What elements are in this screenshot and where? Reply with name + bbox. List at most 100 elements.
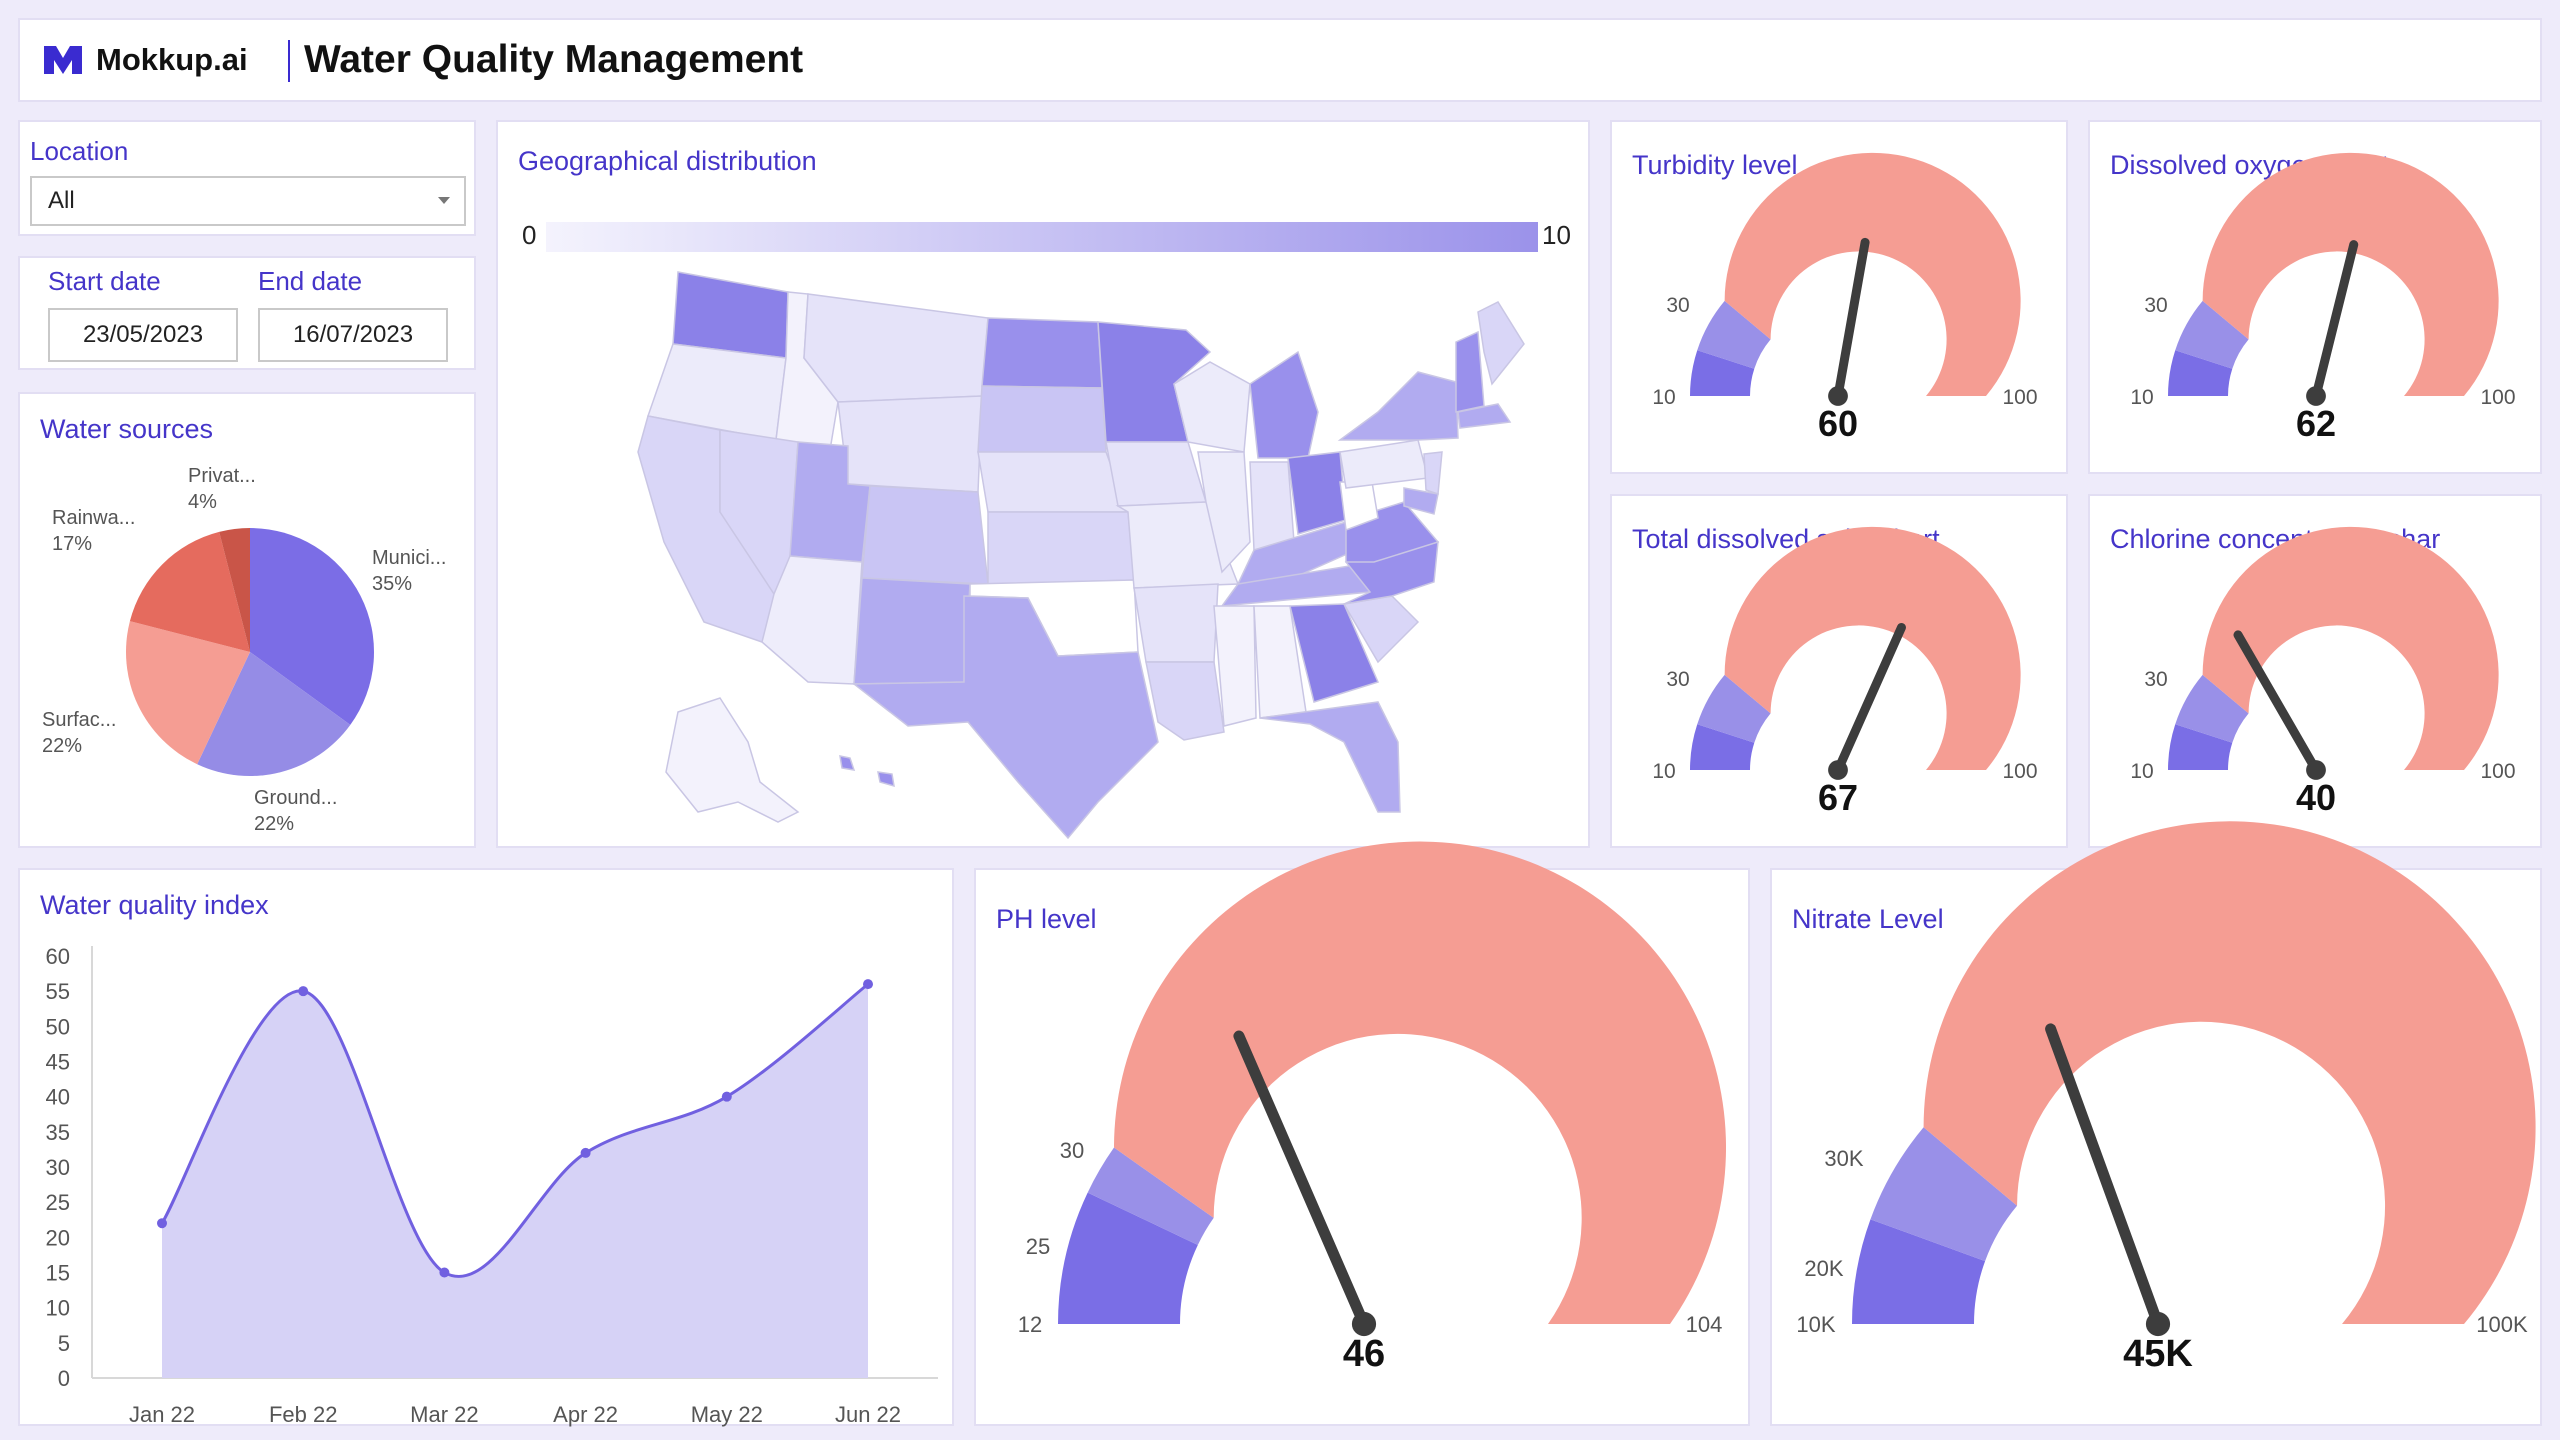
pie-slice-label: Rainwa... [52,507,135,529]
pie-slice-pct: 22% [254,813,294,835]
geo-panel: Geographical distribution 0 10 [496,120,1590,848]
header-bar: Mokkup.ai Water Quality Management [18,18,2542,102]
gauge-band-0 [1852,1219,1986,1324]
gauge-tick-label: 10 [1652,760,1675,783]
gauge-needle-hub [2306,386,2326,406]
x-tick-label: Jan 22 [129,1402,195,1427]
gauge-panel-turbidity: Turbidity level 10 30 100 60 [1610,120,2068,474]
geo-scale-min: 0 [522,220,537,250]
pie-slice-pct: 35% [372,573,412,595]
gauge-tick-label: 30 [1060,1138,1084,1163]
water-sources-pie-chart: Munici... 35% Ground... 22% Surfac... 22% Rain… [42,465,446,835]
pie-slice-label: Privat... [188,465,256,487]
pie-slice[interactable] [129,531,250,652]
gauge-tick-label: 100 [2480,386,2515,409]
brand-name: Mokkup.ai [96,42,248,77]
gauge-band-0 [1058,1192,1198,1324]
gauge-tick-label: 10 [2130,760,2153,783]
turbidity-gauge: 10 30 100 60 [1652,152,2038,444]
gauge-tick-label: 100 [2002,760,2037,783]
data-point[interactable] [721,1091,732,1102]
area-fill [162,984,868,1378]
water-sources-title: Water sources [40,414,214,444]
map-state-vt-nh [1455,330,1485,413]
page-title: Water Quality Management [304,38,804,81]
map-state-ak [665,697,800,823]
map-state-ma [1457,403,1512,429]
map-state-nm [853,577,971,685]
map-state-ga [1289,603,1380,703]
start-date-input[interactable]: 23/05/2023 [48,308,238,362]
data-point[interactable] [298,986,309,997]
gauge-value-label: 46 [1343,1333,1385,1375]
start-date-value: 23/05/2023 [82,321,204,348]
end-date-label: End date [258,266,363,296]
map-state-ny [1337,371,1459,441]
us-choropleth-map [637,271,1525,840]
gauge-tick-label: 30K [1824,1146,1863,1171]
map-state-wy [837,395,983,493]
geo-title: Geographical distribution [518,146,817,176]
map-state-ar [1133,583,1219,663]
nitrate-panel: Nitrate Level 10K 20K 30K 100K 45K [1770,821,2542,1426]
gauge-band-1 [2175,674,2249,743]
map-state-la [1145,661,1225,741]
map-state-wa [672,271,789,359]
gauge-needle-hub [1828,386,1848,406]
x-tick-label: Jun 22 [835,1402,901,1427]
date-filter-panel: Start date 23/05/2023 End date 16/07/202… [18,256,476,370]
pie-slice-label: Surfac... [42,709,116,731]
gauge-band-0 [2168,724,2233,770]
gauge-tick-label: 104 [1686,1312,1723,1337]
data-point[interactable] [439,1267,450,1278]
gauge-tick-label: 20K [1804,1256,1843,1281]
chevron-down-icon [438,197,450,204]
gauge-band-1 [1087,1147,1214,1245]
gauge-band-2 [1114,841,1727,1324]
gauge-needle [2045,1023,2164,1330]
data-point[interactable] [863,979,873,990]
map-state-mi [1249,350,1319,459]
map-state-nj [1423,451,1443,496]
water-sources-panel: Water sources Munici... 35% Ground... 22% Su… [18,392,476,848]
location-select[interactable]: All [30,176,466,226]
gauge-band-1 [2175,300,2249,369]
y-tick-label: 0 [58,1366,70,1391]
map-state-sd [977,385,1107,453]
y-tick-label: 10 [46,1296,70,1321]
pie-slice[interactable] [126,621,250,765]
gauge-needle [2311,240,2359,401]
pie-slice-pct: 22% [42,735,82,757]
end-date-input[interactable]: 16/07/2023 [258,308,448,362]
pie-slice[interactable] [219,528,250,652]
gauge-value-label: 60 [1818,403,1858,444]
location-select-value: All [48,187,75,214]
gauge-tick-label: 10 [1652,386,1675,409]
gauge-tick-label: 100K [2476,1312,2528,1337]
pie-slice[interactable] [250,528,375,725]
y-tick-label: 35 [46,1120,70,1145]
gauge-value-label: 67 [1818,777,1858,818]
y-tick-label: 45 [46,1050,70,1075]
map-state-oh [1287,451,1347,535]
map-state-tx [851,595,1159,840]
gauge-tick-label: 10K [1796,1312,1835,1337]
x-tick-label: Mar 22 [410,1402,478,1427]
y-tick-label: 20 [46,1225,70,1250]
location-filter-panel: Location All [18,120,476,236]
gauge-tick-label: 12 [1018,1312,1042,1337]
location-label: Location [30,136,129,166]
pie-slice[interactable] [197,652,351,776]
map-state-in [1249,461,1295,551]
gauge-needle-hub [1828,760,1848,780]
nitrate-gauge: 10K 20K 30K 100K 45K [1796,821,2536,1375]
y-tick-label: 40 [46,1085,70,1110]
gauge-needle [1833,237,1870,401]
data-point[interactable] [580,1147,591,1158]
map-state-co [861,485,989,585]
pie-slice-pct: 17% [52,533,92,555]
wqi-title: Water quality index [40,890,269,920]
gauge-band-1 [1697,300,1771,369]
data-point[interactable] [157,1218,167,1229]
gauge-band-0 [1690,724,1755,770]
